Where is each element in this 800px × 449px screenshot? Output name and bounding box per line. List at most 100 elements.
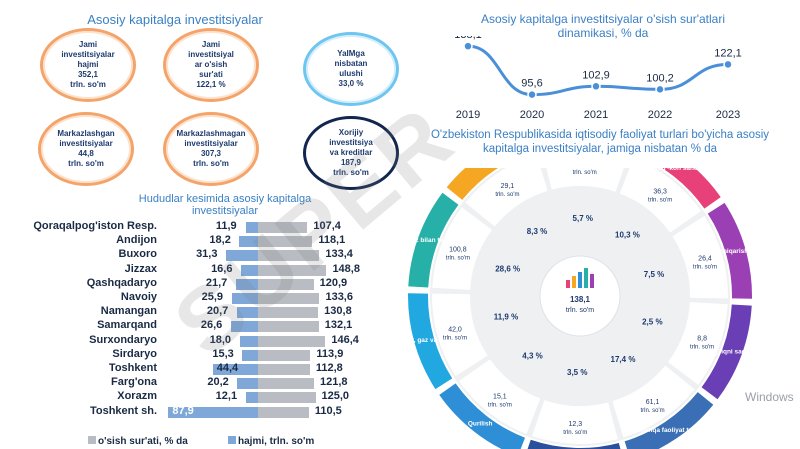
donut-sector-percent: 4,3 % bbox=[522, 352, 542, 361]
summary-circle-line: Jami bbox=[78, 40, 98, 49]
donut-sector-percent: 5,7 % bbox=[573, 214, 593, 223]
summary-circle-line: ar o'sish bbox=[194, 60, 228, 69]
donut-sector-value: 8,8 bbox=[697, 336, 707, 343]
summary-circle-line: trln. so'm bbox=[70, 80, 106, 89]
legend-growth-swatch bbox=[88, 436, 96, 444]
sectors-title: O'zbekiston Respublikasida iqtisodiy fao… bbox=[430, 129, 770, 155]
donut-sector-label: Elektr, gaz bilan ta'minlash bbox=[400, 237, 469, 244]
region-row: Samarqand 132,1 26,6 bbox=[0, 319, 360, 333]
region-name: Navoiy bbox=[120, 291, 157, 303]
summary-circle-line: va kreditlar bbox=[329, 148, 373, 157]
donut-sector-value: 36,3 bbox=[653, 189, 667, 196]
legend-growth: o'sish sur'ati, % da bbox=[88, 436, 188, 447]
regions-bar-chart: Qoraqalpog'iston Resp. 107,4 11,9 Andijon 11… bbox=[0, 220, 370, 430]
donut-sector-inner bbox=[432, 293, 488, 377]
region-growth-value: 110,5 bbox=[314, 404, 342, 417]
region-growth-value: 130,8 bbox=[324, 305, 352, 318]
donut-sector-label: Ishlab chiqarish sanoati bbox=[699, 248, 760, 255]
region-volume-bar bbox=[239, 335, 258, 347]
donut-sector-inner bbox=[546, 168, 624, 192]
growth-year-tick: 2020 bbox=[520, 109, 544, 121]
donut-sector-unit: trln. so'm bbox=[641, 408, 665, 414]
region-volume-value: 87,9 bbox=[172, 404, 194, 417]
region-volume-bar bbox=[245, 222, 258, 233]
donut-sector-unit: trln. so'm bbox=[573, 170, 597, 176]
region-name: Xorazm bbox=[117, 390, 157, 403]
region-volume-bar bbox=[168, 406, 258, 418]
bar-chart-icon bbox=[590, 274, 594, 288]
summary-circle: YaIMga nisbatan ulushi 33,0 % bbox=[303, 32, 399, 106]
legend-volume: hajmi, trln. so'm bbox=[228, 436, 314, 447]
legend-volume-label: hajmi, trln. so'm bbox=[238, 436, 315, 447]
summary-circle-line: Markazlashgan bbox=[57, 129, 115, 138]
bar-chart-icon bbox=[584, 268, 588, 288]
bar-chart-icon bbox=[572, 276, 576, 288]
region-growth-value: 121,8 bbox=[320, 376, 348, 389]
summary-circle-line: 122,1 % bbox=[196, 80, 226, 89]
region-volume-value: 11,9 bbox=[215, 220, 237, 232]
donut-sector-percent: 10,3 % bbox=[615, 230, 640, 239]
growth-chart-title: Asosiy kapitalga investitsiyalar o'sish … bbox=[480, 12, 725, 40]
region-row: Namangan 130,8 20,7 bbox=[0, 305, 360, 319]
region-growth-bar bbox=[258, 349, 311, 361]
bar-chart-icon bbox=[578, 272, 582, 288]
growth-point bbox=[527, 89, 537, 100]
region-row: Qashqadaryo 120,9 21,7 bbox=[0, 277, 360, 291]
donut-sector-unit: trln. so'm bbox=[495, 192, 519, 198]
region-growth-value: 148,8 bbox=[332, 262, 360, 275]
summary-circle: Jami investitsiyalar hajmi 352,1 trln. so'm bbox=[40, 28, 136, 102]
region-growth-value: 118,1 bbox=[318, 234, 346, 247]
region-growth-bar bbox=[258, 250, 320, 262]
region-volume-value: 18,2 bbox=[209, 234, 231, 247]
donut-sector-band bbox=[707, 202, 752, 299]
donut-center bbox=[539, 255, 621, 337]
donut-sector-band bbox=[624, 392, 714, 449]
region-growth-bar bbox=[258, 392, 316, 404]
donut-sector-percent: 2,5 % bbox=[642, 318, 662, 327]
region-growth-bar bbox=[258, 335, 326, 347]
region-volume-bar bbox=[230, 321, 258, 333]
region-row: Navoiy 133,6 25,9 bbox=[0, 291, 360, 305]
donut-sector-band bbox=[661, 168, 721, 209]
region-growth-bar bbox=[258, 278, 314, 290]
growth-data-label: 138,1 bbox=[454, 36, 482, 41]
donut-sector-value: 12,3 bbox=[569, 421, 583, 428]
growth-year-tick: 2019 bbox=[456, 109, 480, 121]
region-volume-value: 20,7 bbox=[206, 305, 229, 318]
region-growth-value: 112,8 bbox=[315, 362, 343, 374]
region-row: Xorazm 125,0 12,1 bbox=[0, 390, 360, 404]
donut-sector-label: Elektr, gaz va bug' bbox=[400, 337, 453, 344]
donut-sector-value: 42,0 bbox=[448, 327, 462, 334]
region-volume-bar bbox=[212, 364, 258, 375]
region-name: Sirdaryo bbox=[112, 347, 157, 360]
summary-circle-line: trln. so'm bbox=[68, 159, 104, 168]
region-growth-value: 120,9 bbox=[319, 276, 348, 289]
donut-sector-inner bbox=[672, 215, 728, 299]
region-growth-bar bbox=[258, 364, 310, 375]
region-name: Jizzax bbox=[124, 262, 157, 275]
region-name: Qoraqalpog'iston Resp. bbox=[33, 220, 157, 232]
region-volume-bar bbox=[231, 293, 258, 304]
summary-circle-line: trln. so'm bbox=[193, 159, 229, 168]
summary-circle-line: 187,9 bbox=[340, 158, 362, 167]
donut-sector-unit: trln. so'm bbox=[443, 336, 467, 342]
donut-sector-band bbox=[439, 383, 526, 449]
region-row: Buxoro 133,4 31,3 bbox=[0, 248, 360, 262]
donut-sector-label: Boshqa faoliyat turlari bbox=[636, 427, 705, 434]
summary-circle-line: investitsiya bbox=[329, 138, 373, 147]
region-growth-bar bbox=[258, 378, 315, 390]
donut-sector-percent: 7,5 % bbox=[644, 270, 664, 279]
donut-sector-value: 100,8 bbox=[449, 246, 467, 253]
legend-volume-swatch bbox=[228, 436, 236, 444]
region-growth-bar bbox=[258, 222, 308, 233]
donut-sector-percent: 28,6 % bbox=[495, 265, 520, 274]
donut-sector-unit: trln. so'm bbox=[690, 345, 714, 351]
summary-circle-line: investitsiyalar bbox=[59, 139, 113, 148]
regions-title: Hududlar kesimida asosiy kapitalga inves… bbox=[138, 193, 312, 217]
windows-activation-text: Windows bbox=[745, 390, 794, 404]
region-growth-value: 133,4 bbox=[325, 248, 353, 261]
region-growth-value: 146,4 bbox=[331, 333, 359, 346]
summary-circle-line: trln. so'm bbox=[333, 168, 369, 177]
summary-circle-line: Xorijiy bbox=[338, 128, 364, 137]
donut-sector-value: 61,1 bbox=[646, 399, 660, 406]
